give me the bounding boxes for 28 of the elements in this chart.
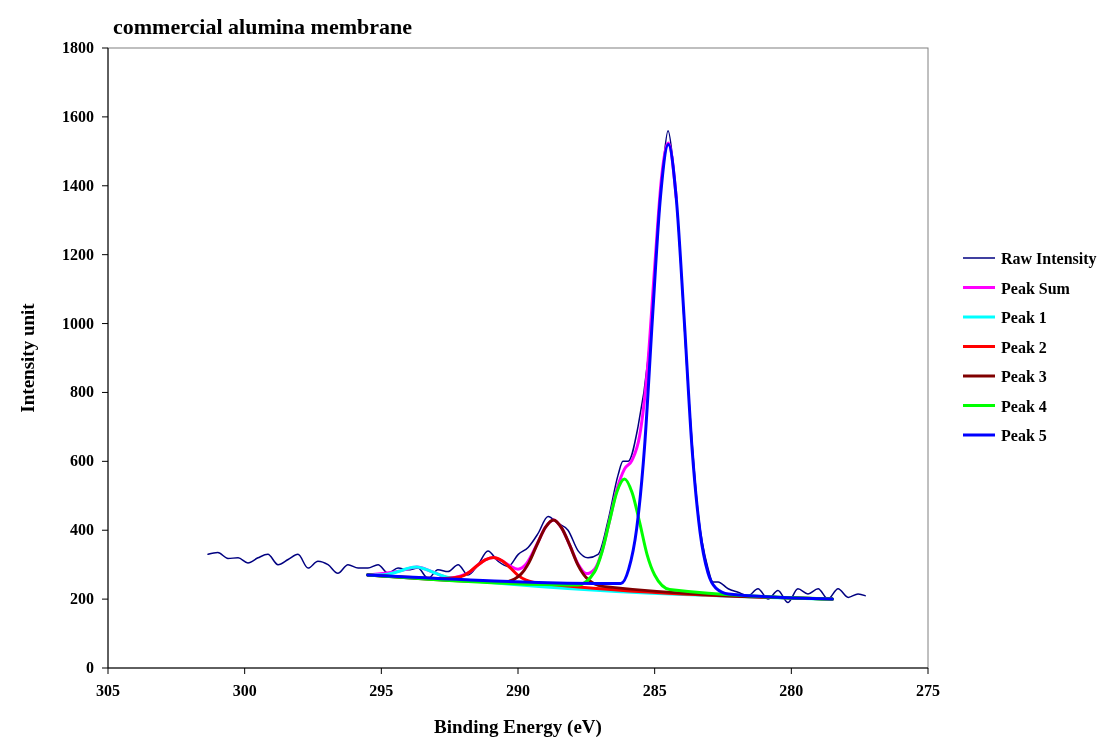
y-tick-label: 1600 bbox=[62, 107, 94, 125]
legend-label: Peak 4 bbox=[1001, 397, 1047, 415]
y-tick-label: 0 bbox=[86, 659, 94, 676]
legend-label: Peak 3 bbox=[1001, 368, 1047, 385]
x-tick-label: 280 bbox=[779, 682, 804, 699]
x-tick-label: 295 bbox=[369, 682, 394, 699]
legend-label: Peak 2 bbox=[1001, 338, 1047, 356]
x-axis-title: Binding Energy (eV) bbox=[434, 716, 602, 738]
y-tick-label: 800 bbox=[70, 383, 94, 401]
y-tick-label: 1000 bbox=[62, 314, 94, 332]
x-tick-label: 275 bbox=[916, 682, 940, 699]
x-tick-label: 285 bbox=[642, 682, 667, 699]
legend-label: Peak Sum bbox=[1001, 279, 1071, 297]
legend-label: Raw Intensity bbox=[1001, 250, 1097, 268]
y-tick-label: 400 bbox=[70, 521, 94, 539]
y-tick-label: 600 bbox=[70, 452, 94, 470]
x-tick-label: 300 bbox=[232, 682, 257, 699]
legend-label: Peak 5 bbox=[1001, 427, 1047, 444]
y-axis-title: Intensity unit bbox=[17, 302, 38, 413]
legend-label: Peak 1 bbox=[1001, 309, 1047, 326]
line-series bbox=[366, 142, 834, 601]
y-tick-label: 1400 bbox=[62, 176, 94, 194]
x-tick-label: 290 bbox=[506, 682, 530, 699]
y-tick-label: 200 bbox=[70, 590, 94, 608]
y-tick-label: 1200 bbox=[62, 245, 94, 263]
x-tick-label: 305 bbox=[96, 682, 120, 699]
y-tick-label: 1800 bbox=[62, 39, 94, 56]
chart-title: commercial alumina membrane bbox=[113, 14, 413, 39]
